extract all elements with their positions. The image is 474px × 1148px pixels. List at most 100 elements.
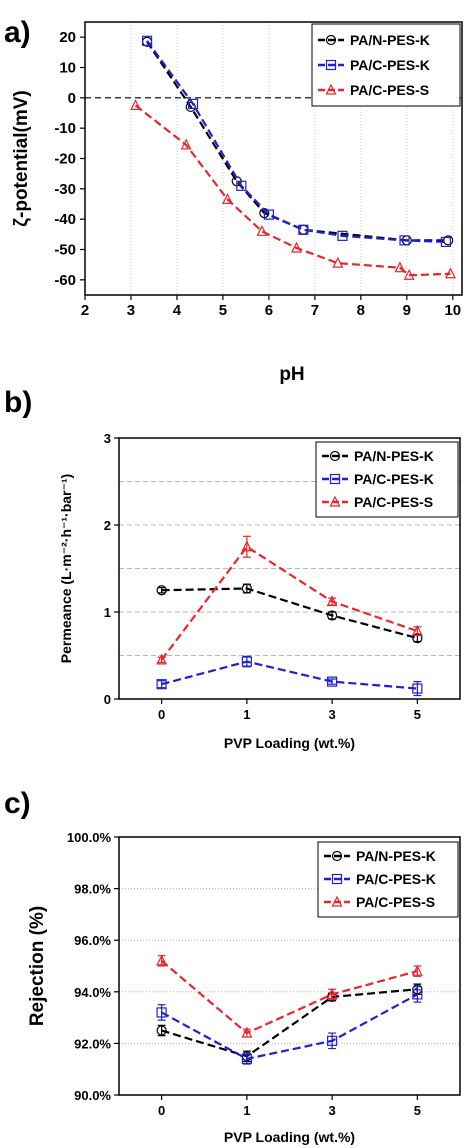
data-point-a-2-3 [256, 224, 268, 236]
y-tick-label-b-0: 0 [104, 692, 111, 707]
x-tick-label-a-3: 5 [219, 302, 227, 319]
data-point-b-2-2 [326, 595, 338, 607]
legend-label-b-1: PA/C-PES-K [354, 471, 434, 487]
legend-box-a [311, 23, 461, 107]
panel-label-b: b) [4, 386, 32, 419]
chart-a: 2 3 4 5 6 7 8 9 10 20 10 0 -10 -20 -30 -40 -50 -60 pH ζ-pot… [11, 21, 463, 385]
legend-label-a-2: PA/C-PES-S [350, 82, 429, 98]
data-point-c-0-0 [156, 1025, 167, 1036]
x-tick-label-c-3: 5 [414, 1103, 421, 1118]
data-point-a-1-0 [141, 35, 153, 46]
y-tick-label-a-2: 0 [68, 90, 76, 107]
series-line-a-2 [134, 104, 451, 277]
y-tick-label-b-3: 3 [104, 431, 111, 446]
legend-label-b-0: PA/N-PES-K [354, 448, 434, 464]
data-point-a-2-6 [394, 261, 406, 273]
data-point-b-1-1 [241, 656, 252, 667]
x-tick-label-a-6: 8 [357, 302, 365, 319]
y-tick-label-c-4: 98.0% [74, 882, 111, 897]
data-point-c-1-3 [412, 989, 423, 1000]
x-tick-label-b-3: 5 [414, 707, 421, 722]
x-tick-label-a-8: 10 [444, 302, 461, 319]
chart-c: 0 1 3 5 90.0% 92.0% 94.0% 96.0% 98.0% 100.0% PVP L… [27, 830, 461, 1145]
data-point-c-1-0 [156, 1007, 167, 1018]
y-tick-label-c-1: 92.0% [74, 1036, 111, 1051]
legend-marker-b-0 [329, 450, 341, 462]
data-point-a-1-2 [236, 180, 247, 191]
series-line-c-2 [160, 960, 418, 1035]
data-point-a-1-4 [298, 224, 309, 235]
data-point-c-2-2 [326, 988, 338, 999]
data-point-a-2-1 [180, 138, 192, 150]
data-point-c-2-1 [241, 1026, 253, 1038]
y-tick-label-c-0: 90.0% [74, 1088, 111, 1103]
panel-label-c: c) [4, 787, 31, 820]
panel-label-a: a) [4, 16, 31, 49]
x-tick-label-a-5: 7 [311, 302, 319, 319]
legend-label-a-0: PA/N-PES-K [350, 32, 430, 48]
legend-marker-b-1 [329, 473, 341, 485]
x-tick-label-c-2: 3 [329, 1103, 336, 1118]
data-point-c-1-1 [241, 1053, 252, 1064]
data-point-a-2-7 [403, 268, 415, 280]
y-tick-label-c-3: 96.0% [74, 933, 111, 948]
data-point-b-1-0 [156, 679, 167, 690]
data-point-a-1-1 [187, 98, 199, 110]
x-tick-label-b-2: 3 [329, 707, 336, 722]
data-point-a-1-3 [263, 209, 275, 220]
x-tick-label-a-2: 4 [173, 302, 182, 319]
series-line-c-1 [161, 993, 418, 1061]
data-point-c-2-0 [156, 954, 168, 966]
y-axis-label-b: Permeance (L·m⁻²·h⁻¹·bar⁻¹) [58, 474, 74, 663]
legend-marker-b-2 [329, 495, 341, 507]
legend-label-c-2: PA/C-PES-S [356, 894, 435, 910]
chart-b: 0 1 3 5 0 1 2 3 PVP Loading (wt.%) Permeance (L·m… [58, 431, 461, 751]
data-point-b-2-1 [241, 540, 253, 552]
y-tick-label-b-1: 1 [104, 605, 111, 620]
data-point-b-2-0 [156, 653, 168, 665]
series-line-a-1 [146, 40, 446, 244]
data-point-a-2-2 [222, 193, 233, 205]
legend-label-a-1: PA/C-PES-K [350, 57, 430, 73]
y-tick-label-a-7: -50 [54, 242, 76, 259]
plot-frame-c [118, 836, 461, 1096]
legend-marker-c-2 [331, 895, 343, 907]
data-point-b-0-1 [241, 583, 252, 594]
x-tick-label-c-0: 0 [158, 1103, 165, 1118]
y-axis-label-c: Rejection (%) [27, 906, 48, 1026]
x-axis-label-c: PVP Loading (wt.%) [224, 1129, 355, 1145]
series-line-b-0 [161, 587, 418, 640]
data-point-a-1-7 [440, 236, 452, 248]
data-point-c-2-3 [411, 964, 423, 976]
legend-marker-c-1 [331, 873, 343, 885]
x-tick-label-a-1: 3 [127, 302, 135, 319]
x-axis-label-b: PVP Loading (wt.%) [224, 735, 355, 751]
data-point-a-0-6 [443, 235, 454, 246]
x-tick-label-c-1: 1 [243, 1103, 250, 1118]
y-tick-label-a-6: -40 [54, 211, 76, 228]
x-tick-label-a-0: 2 [81, 302, 89, 319]
y-tick-label-b-2: 2 [104, 518, 111, 533]
data-point-b-2-3 [411, 624, 423, 636]
y-tick-label-a-5: -30 [54, 181, 76, 198]
series-line-b-2 [160, 545, 418, 661]
x-tick-label-a-7: 9 [403, 302, 411, 319]
series-line-c-0 [161, 988, 418, 1058]
legend-marker-a-2 [325, 83, 337, 95]
data-point-c-1-2 [327, 1035, 338, 1046]
legend-label-c-0: PA/N-PES-K [356, 848, 436, 864]
data-point-b-1-2 [327, 676, 338, 687]
y-tick-label-a-3: -10 [54, 120, 76, 137]
data-point-b-1-3 [412, 683, 423, 694]
y-axis-label-a: ζ-potential(mV) [11, 90, 32, 226]
x-axis-label-a: pH [279, 364, 304, 385]
x-tick-label-a-4: 6 [265, 302, 273, 319]
data-point-a-2-4 [291, 241, 302, 253]
data-point-a-1-5 [337, 230, 348, 241]
legend-marker-a-0 [325, 34, 337, 46]
y-tick-label-c-2: 94.0% [74, 985, 111, 1000]
data-point-a-2-0 [130, 99, 142, 111]
data-point-b-0-2 [327, 610, 338, 621]
y-tick-label-a-8: -60 [54, 272, 76, 289]
